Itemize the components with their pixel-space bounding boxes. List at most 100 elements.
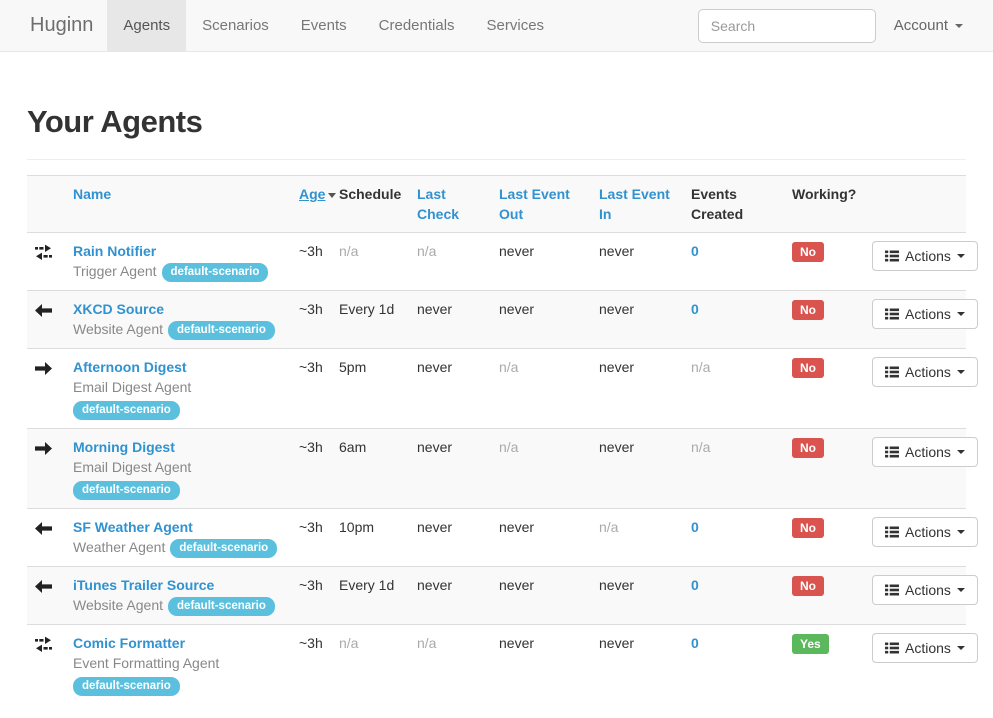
- cell-icon: [27, 428, 65, 509]
- cell-value[interactable]: 0: [691, 301, 699, 317]
- cell-events-created: 0: [683, 232, 784, 291]
- nav-item-credentials[interactable]: Credentials: [378, 17, 455, 34]
- cell-value[interactable]: 0: [691, 577, 699, 593]
- actions-button-label: Actions: [905, 248, 951, 264]
- actions-button-label: Actions: [905, 582, 951, 598]
- scenario-badge[interactable]: default-scenario: [161, 263, 269, 282]
- cell-value: ~3h: [299, 439, 323, 455]
- nav-item-services[interactable]: Services: [486, 17, 545, 34]
- actions-button[interactable]: Actions: [872, 299, 978, 329]
- cell-value: ~3h: [299, 635, 323, 651]
- actions-button[interactable]: Actions: [872, 575, 978, 605]
- cell-last-event-in: never: [591, 566, 683, 625]
- chevron-down-icon: [956, 370, 965, 374]
- col-header-name: Name: [65, 175, 291, 233]
- cell-value: never: [499, 243, 535, 259]
- sort-link-last-check[interactable]: Last Check: [417, 186, 460, 222]
- scenario-badge[interactable]: default-scenario: [73, 481, 180, 500]
- cell-last-event-out: never: [491, 232, 591, 291]
- agent-type-label: Weather Agent: [73, 539, 166, 555]
- agent-row: iTunes Trailer Source Website Agent defaul…: [27, 566, 978, 625]
- list-icon: [885, 307, 899, 323]
- sort-link-last-event-out[interactable]: Last Event Out: [499, 186, 570, 222]
- cell-value: never: [499, 301, 535, 317]
- actions-button-label: Actions: [905, 306, 951, 322]
- cell-value: ~3h: [299, 359, 323, 375]
- transfer-icon: [35, 636, 52, 657]
- agent-row: XKCD Source Website Agent default-scenario…: [27, 290, 978, 349]
- cell-value: n/a: [339, 243, 359, 259]
- agent-type-line: Email Digest Agent: [73, 457, 283, 477]
- cell-age: ~3h: [291, 428, 331, 509]
- actions-button[interactable]: Actions: [872, 437, 978, 467]
- actions-button-label: Actions: [905, 364, 951, 380]
- scenario-badge[interactable]: default-scenario: [73, 677, 180, 696]
- sort-link-name[interactable]: Name: [73, 186, 112, 202]
- cell-last-event-in: never: [591, 232, 683, 291]
- sort-link-last-event-in[interactable]: Last Event In: [599, 186, 670, 222]
- scenario-badge[interactable]: default-scenario: [170, 539, 278, 558]
- cell-value[interactable]: 0: [691, 635, 699, 651]
- nav-item-agents[interactable]: Agents: [107, 0, 187, 51]
- actions-button[interactable]: Actions: [872, 517, 978, 547]
- actions-button[interactable]: Actions: [872, 633, 978, 663]
- agent-name-link[interactable]: Afternoon Digest: [73, 359, 187, 375]
- scenario-badge-line: default-scenario: [73, 399, 283, 420]
- scenario-badge[interactable]: default-scenario: [168, 597, 275, 616]
- agent-name-link[interactable]: XKCD Source: [73, 301, 165, 317]
- cell-actions: Actions: [864, 428, 978, 509]
- agent-name-link[interactable]: Comic Formatter: [73, 635, 186, 651]
- col-header-events-created: Events Created: [683, 175, 784, 233]
- cell-actions: Actions: [864, 566, 978, 625]
- cell-value[interactable]: 0: [691, 243, 699, 259]
- scenario-badge[interactable]: default-scenario: [73, 401, 180, 420]
- nav-item-scenarios[interactable]: Scenarios: [202, 17, 269, 34]
- navbar-right: Account: [697, 0, 993, 51]
- cell-schedule: 5pm: [331, 348, 409, 429]
- cell-value: never: [499, 635, 535, 651]
- cell-actions: Actions: [864, 508, 978, 567]
- chevron-down-icon: [956, 588, 965, 592]
- search-input[interactable]: [697, 8, 876, 43]
- cell-last-event-out: never: [491, 566, 591, 625]
- cell-icon: [27, 232, 65, 291]
- arrow-right-icon: [35, 440, 52, 460]
- agent-row: Rain Notifier Trigger Agent default-scenar…: [27, 232, 978, 291]
- agent-row: Morning Digest Email Digest Agent default-…: [27, 428, 978, 509]
- col-header-last-event-in: Last Event In: [591, 175, 683, 233]
- cell-last-event-out: never: [491, 290, 591, 349]
- cell-last-check: never: [409, 428, 491, 509]
- cell-value: n/a: [599, 519, 619, 535]
- brand-link[interactable]: Huginn: [30, 14, 94, 36]
- cell-value: n/a: [691, 439, 711, 455]
- cell-name: SF Weather Agent Weather Agent default-sce…: [65, 508, 291, 567]
- agent-name-link[interactable]: SF Weather Agent: [73, 519, 193, 535]
- actions-button[interactable]: Actions: [872, 241, 978, 271]
- cell-last-event-out: n/a: [491, 428, 591, 509]
- cell-working: No: [784, 348, 864, 429]
- cell-schedule: 10pm: [331, 508, 409, 567]
- agent-name-link[interactable]: Morning Digest: [73, 439, 175, 455]
- col-header-age: Age: [291, 175, 337, 233]
- account-menu[interactable]: Account: [894, 17, 963, 34]
- cell-working: Yes: [784, 624, 864, 704]
- cell-value: n/a: [691, 359, 711, 375]
- cell-value: never: [499, 519, 535, 535]
- sort-link-age[interactable]: Age: [299, 186, 326, 202]
- actions-button[interactable]: Actions: [872, 357, 978, 387]
- cell-value: ~3h: [299, 243, 323, 259]
- list-icon: [885, 583, 899, 599]
- nav-item-events[interactable]: Events: [300, 17, 347, 34]
- scenario-badge[interactable]: default-scenario: [168, 321, 275, 340]
- cell-icon: [27, 290, 65, 349]
- cell-value[interactable]: 0: [691, 519, 699, 535]
- cell-icon: [27, 508, 65, 567]
- arrow-left-icon: [35, 520, 52, 540]
- cell-last-event-in: never: [591, 428, 683, 509]
- agent-type-line: Event Formatting Agent: [73, 653, 283, 673]
- agent-name-link[interactable]: iTunes Trailer Source: [73, 577, 215, 593]
- cell-events-created: 0: [683, 290, 784, 349]
- agent-name-link[interactable]: Rain Notifier: [73, 243, 157, 259]
- cell-last-check: n/a: [409, 232, 491, 291]
- arrow-left-icon: [35, 302, 52, 322]
